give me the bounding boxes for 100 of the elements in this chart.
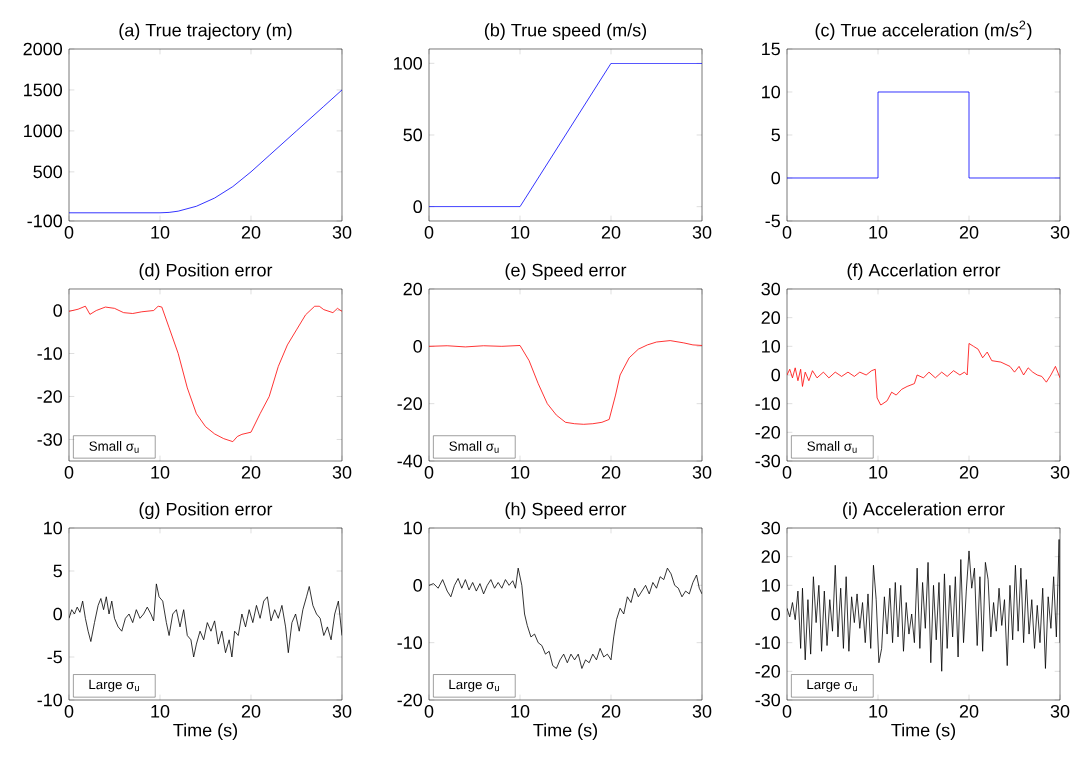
- x-tick-label: 0: [64, 704, 74, 718]
- y-tick-label: -30: [755, 693, 781, 707]
- annotation: Large σ$_{u}$: [807, 679, 857, 692]
- y-tick-label: 100: [394, 56, 423, 70]
- y-tick-label: -10: [37, 347, 63, 360]
- annotation: Small σ$_{u}$: [807, 441, 857, 453]
- y-tick-label: 30: [761, 521, 781, 535]
- y-tick-label: 0: [771, 368, 781, 382]
- y-tick-label: 0: [413, 200, 423, 214]
- y-tick-label: 20: [761, 311, 781, 325]
- x-tick-label: 20: [241, 225, 261, 239]
- y-tick-label: -5: [765, 214, 780, 228]
- y-tick-label: 10: [762, 339, 781, 353]
- y-tick-label: 0: [413, 339, 423, 353]
- y-tick-label: 30: [761, 282, 781, 296]
- x-tick-label: 10: [869, 225, 888, 239]
- chart-title: (e) Speed error: [505, 263, 627, 281]
- line-series: [69, 89, 342, 214]
- annotation: Small σ$_{u}$: [449, 441, 499, 453]
- x-tick-label: 30: [1050, 465, 1070, 479]
- x-tick-label: 30: [692, 704, 712, 718]
- y-tick-label: 10: [404, 521, 423, 535]
- y-tick-label: 0: [413, 578, 423, 592]
- x-tick-label: 10: [511, 465, 530, 479]
- x-tick-label: 10: [869, 465, 888, 479]
- x-tick-label: 30: [332, 225, 352, 239]
- y-tick-label: 0: [771, 607, 781, 621]
- x-tick-label: 0: [782, 704, 792, 718]
- y-tick-label: 0: [771, 171, 781, 185]
- x-tick-label: 0: [64, 225, 74, 239]
- chart-title: (d) Position error: [139, 263, 273, 281]
- x-tick-label: 30: [332, 465, 352, 479]
- x-tick-label: 30: [1050, 704, 1070, 718]
- y-tick-label: 15: [762, 42, 780, 56]
- x-tick-label: 0: [64, 465, 74, 479]
- y-tick-label: 0: [53, 607, 63, 621]
- y-tick-label: 0: [53, 304, 63, 317]
- chart-title: (g) Position error: [139, 502, 273, 520]
- x-tick-label: 20: [601, 225, 621, 239]
- y-tick-label: -30: [755, 454, 781, 468]
- x-tick-label: 10: [151, 704, 170, 718]
- x-tick-label: 20: [959, 704, 979, 718]
- chart-title: (f) Accerlation error: [847, 263, 1001, 281]
- x-tick-label: 10: [511, 704, 530, 718]
- x-tick-label: 30: [692, 225, 712, 239]
- y-tick-label: 5: [53, 564, 62, 578]
- y-tick-label: -10: [37, 693, 63, 707]
- x-axis-title: Time (s): [173, 723, 238, 741]
- x-tick-label: 10: [511, 225, 530, 239]
- x-tick-label: 0: [424, 704, 434, 718]
- y-tick-label: 1500: [24, 83, 63, 97]
- x-tick-label: 30: [332, 704, 352, 718]
- y-tick-label: 20: [403, 282, 423, 296]
- y-tick-label: -20: [37, 390, 63, 403]
- x-tick-label: 10: [151, 225, 170, 239]
- chart-title: (c) True acceleration (m/s$^{2}$): [815, 20, 1032, 41]
- y-tick-label: -20: [397, 693, 423, 707]
- chart-title: (b) True speed (m/s): [484, 23, 647, 41]
- chart-title: (h) Speed error: [505, 502, 627, 520]
- chart-title: (i) Acceleration error: [843, 502, 1005, 520]
- y-tick-label: 2000: [23, 42, 63, 56]
- y-tick-label: -10: [755, 397, 781, 411]
- annotation: Large σ$_{u}$: [89, 679, 139, 692]
- y-tick-label: -10: [755, 636, 781, 650]
- y-tick-label: 1000: [24, 124, 63, 138]
- x-tick-label: 20: [601, 704, 621, 718]
- line-series: [69, 305, 342, 443]
- y-tick-label: 500: [33, 165, 63, 179]
- x-tick-label: 30: [692, 465, 712, 479]
- x-tick-label: 20: [959, 465, 979, 479]
- y-tick-label: 10: [762, 578, 781, 592]
- y-tick-label: -40: [397, 454, 423, 468]
- x-axis-title: Time (s): [533, 723, 598, 741]
- x-tick-label: 0: [782, 225, 792, 239]
- y-tick-label: 10: [44, 521, 63, 535]
- y-tick-label: 5: [771, 128, 780, 142]
- x-tick-label: 30: [1050, 225, 1070, 239]
- y-tick-label: -20: [755, 664, 781, 678]
- x-tick-label: 20: [601, 465, 621, 479]
- x-tick-label: 10: [869, 704, 888, 718]
- y-tick-label: -10: [397, 636, 423, 650]
- annotation: Small σ$_{u}$: [89, 441, 139, 453]
- x-tick-label: 20: [241, 704, 261, 718]
- x-axis-title: Time (s): [891, 723, 956, 741]
- x-tick-label: 0: [424, 225, 434, 239]
- y-tick-label: -20: [755, 425, 781, 439]
- x-tick-label: 0: [782, 465, 792, 479]
- x-tick-label: 0: [424, 465, 434, 479]
- chart-title: (a) True trajectory (m): [119, 23, 292, 41]
- x-tick-label: 20: [959, 225, 979, 239]
- annotation: Large σ$_{u}$: [449, 679, 499, 692]
- line-series: [787, 343, 1061, 406]
- y-tick-label: -20: [397, 397, 423, 411]
- y-tick-label: -5: [47, 650, 62, 664]
- line-series: [429, 340, 702, 425]
- y-tick-label: 10: [762, 85, 781, 99]
- x-tick-label: 10: [151, 465, 170, 479]
- y-tick-label: -30: [37, 433, 63, 446]
- y-tick-label: 20: [761, 550, 781, 564]
- y-tick-label: 50: [403, 128, 423, 142]
